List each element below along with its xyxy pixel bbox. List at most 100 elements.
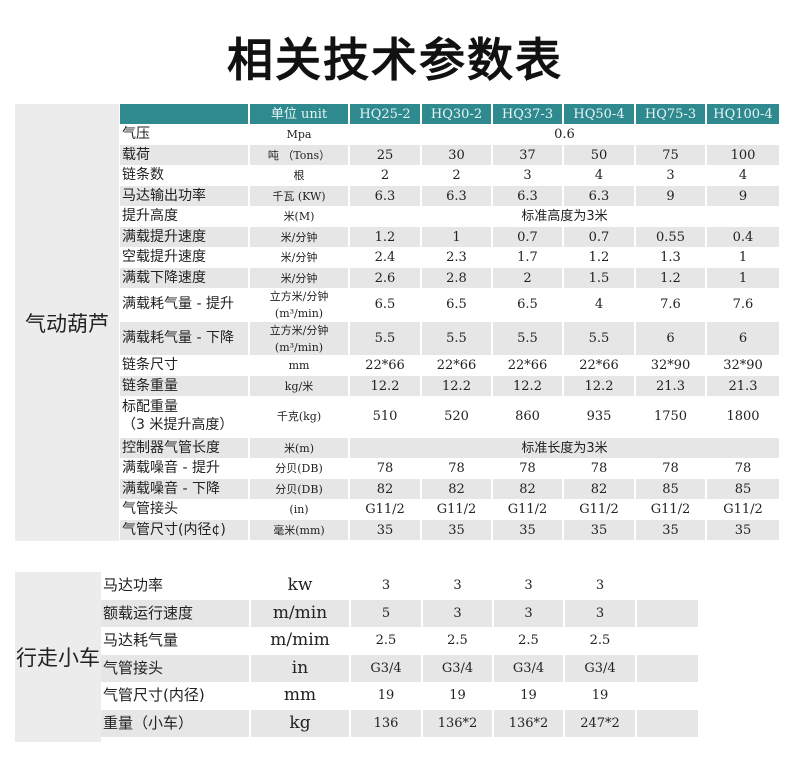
row-value: 19 xyxy=(494,682,563,709)
empty-cell xyxy=(637,627,698,654)
trolley-spec-table: 马达功率 kw 3 3 3 3 额载运行速度 m/min 5 3 3 3 马达耗气量 m/mim 2.5 2.… xyxy=(99,572,700,737)
row-label: 满载耗气量 - 下降 xyxy=(120,321,248,355)
table-row: 链条重量 kg/米 12.2 12.2 12.2 12.2 21.3 21.3 xyxy=(120,375,779,396)
row-unit: 分贝(DB) xyxy=(250,458,348,478)
row-unit: 米/分钟 xyxy=(250,226,348,247)
table-row: 重量（小车） kg 136 136*2 136*2 247*2 xyxy=(101,709,698,737)
row-label: 气管接头 xyxy=(120,499,248,519)
row-value: 1.2 xyxy=(636,267,705,288)
row-value: 30 xyxy=(422,144,491,165)
row-value: 100 xyxy=(707,144,779,165)
row-value: 1.2 xyxy=(350,226,420,247)
row-unit: Mpa xyxy=(250,124,348,144)
table-row: 额载运行速度 m/min 5 3 3 3 xyxy=(101,599,698,627)
row-value: G11/2 xyxy=(564,499,634,519)
row-value: 85 xyxy=(707,478,779,499)
row-value: 2.4 xyxy=(350,247,420,267)
empty-cell xyxy=(637,654,698,682)
row-label: 气管接头 xyxy=(101,654,249,682)
row-value: G3/4 xyxy=(423,654,492,682)
row-value: G3/4 xyxy=(494,654,563,682)
row-value: 9 xyxy=(636,185,705,206)
row-value: 0.55 xyxy=(636,226,705,247)
row-value: 82 xyxy=(564,478,634,499)
row-value: 6.5 xyxy=(493,288,562,321)
header-model: HQ30-2 xyxy=(422,104,491,124)
row-label: 链条数 xyxy=(120,165,248,185)
row-value: 78 xyxy=(350,458,420,478)
row-value: 35 xyxy=(564,519,634,540)
row-value: 5 xyxy=(351,599,421,627)
row-unit-line1: 立方米/分钟 xyxy=(269,289,329,303)
row-value: G11/2 xyxy=(422,499,491,519)
table-row: 满载噪音 - 提升 分贝(DB) 78 78 78 78 78 78 xyxy=(120,458,779,478)
row-label: 额载运行速度 xyxy=(101,599,249,627)
row-value: 21.3 xyxy=(636,375,705,396)
row-value: 9 xyxy=(707,185,779,206)
empty-cell xyxy=(637,572,698,599)
row-value: 2 xyxy=(493,267,562,288)
row-label: 满载下降速度 xyxy=(120,267,248,288)
row-value: 5.5 xyxy=(422,321,491,355)
row-value: 4 xyxy=(707,165,779,185)
row-value: 21.3 xyxy=(707,375,779,396)
row-label: 重量（小车） xyxy=(101,709,249,737)
row-value: 3 xyxy=(494,572,563,599)
row-value: 935 xyxy=(564,396,634,437)
row-value: 2 xyxy=(350,165,420,185)
empty-cell xyxy=(637,599,698,627)
row-label: 马达功率 xyxy=(101,572,249,599)
row-value: 1.5 xyxy=(564,267,634,288)
row-value: 1750 xyxy=(636,396,705,437)
table-row: 载荷吨 （Tons） 25 30 37 50 75 100 xyxy=(120,144,779,165)
row-value-span: 标准高度为3米 xyxy=(350,206,779,226)
row-value: 1800 xyxy=(707,396,779,437)
row-value: 5.5 xyxy=(493,321,562,355)
table-row: 马达耗气量 m/mim 2.5 2.5 2.5 2.5 xyxy=(101,627,698,654)
table-row: 气管尺寸(内径¢) 毫米(mm) 35 35 35 35 35 35 xyxy=(120,519,779,540)
row-value: 3 xyxy=(493,165,562,185)
row-value: 0.7 xyxy=(564,226,634,247)
row-value: 12.2 xyxy=(493,375,562,396)
row-value: 22*66 xyxy=(422,355,491,375)
row-unit: (in) xyxy=(250,499,348,519)
row-unit: 千克(kg) xyxy=(250,396,348,437)
row-unit: m/min xyxy=(251,599,349,627)
row-value: G11/2 xyxy=(350,499,420,519)
hoist-spec-table: 单位 unit HQ25-2 HQ30-2 HQ37-3 HQ50-4 HQ75-3 HQ1… xyxy=(118,104,781,540)
header-model: HQ37-3 xyxy=(493,104,562,124)
row-value: 3 xyxy=(423,572,492,599)
row-value: 510 xyxy=(350,396,420,437)
row-value: 35 xyxy=(422,519,491,540)
row-value: 1 xyxy=(707,247,779,267)
row-value: 35 xyxy=(707,519,779,540)
row-label: 空载提升速度 xyxy=(120,247,248,267)
row-value: 25 xyxy=(350,144,420,165)
header-model: HQ50-4 xyxy=(564,104,634,124)
row-unit: kg xyxy=(251,709,349,737)
row-value: 136*2 xyxy=(494,709,563,737)
row-unit: 吨 （Tons） xyxy=(250,144,348,165)
table-row: 气管尺寸(内径) mm 19 19 19 19 xyxy=(101,682,698,709)
row-value: 136 xyxy=(351,709,421,737)
table-row: 标配重量 （3 米提升高度） 千克(kg) 510 520 860 935 1750 1800 xyxy=(120,396,779,437)
table-row: 链条数根 2 2 3 4 3 4 xyxy=(120,165,779,185)
row-value: 78 xyxy=(636,458,705,478)
row-value: 82 xyxy=(350,478,420,499)
row-unit-line1: 立方米/分钟 xyxy=(269,323,329,337)
table-row: 马达功率 kw 3 3 3 3 xyxy=(101,572,698,599)
row-label: 马达输出功率 xyxy=(120,185,248,206)
row-value: 2.5 xyxy=(351,627,421,654)
row-value: 78 xyxy=(707,458,779,478)
row-unit: 米(M) xyxy=(250,206,348,226)
row-value: 1.2 xyxy=(564,247,634,267)
row-value: G11/2 xyxy=(636,499,705,519)
row-value: 78 xyxy=(493,458,562,478)
row-value: 2.6 xyxy=(350,267,420,288)
row-unit: 立方米/分钟 (m³/min) xyxy=(250,288,348,321)
row-value: 85 xyxy=(636,478,705,499)
row-value: 136*2 xyxy=(423,709,492,737)
row-value-span: 标准长度为3米 xyxy=(350,437,779,458)
row-unit-line2: (m³/min) xyxy=(274,340,324,354)
row-value: 520 xyxy=(422,396,491,437)
